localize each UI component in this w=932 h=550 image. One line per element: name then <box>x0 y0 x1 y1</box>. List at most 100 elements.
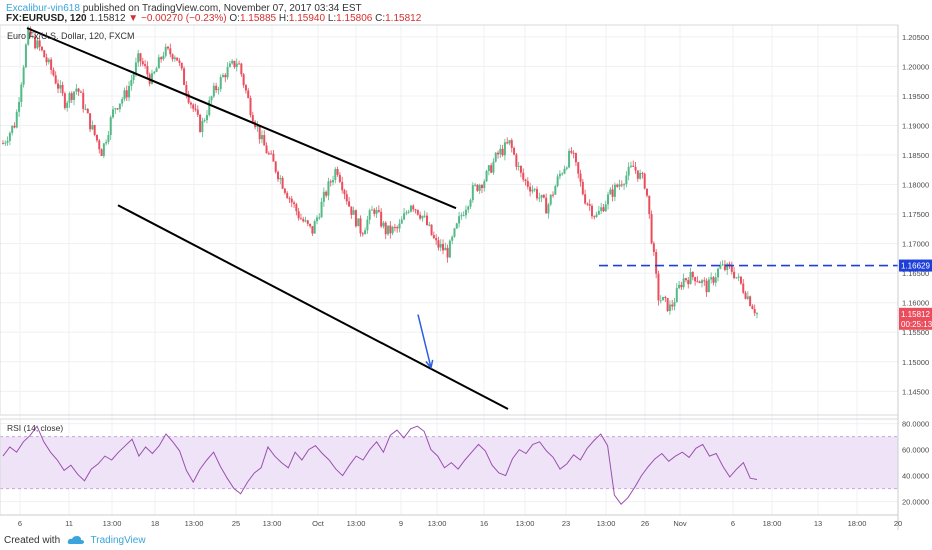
candle-body <box>483 181 486 189</box>
candle-body <box>219 77 222 90</box>
candle-body <box>455 223 458 229</box>
symbol-label: FX:EURUSD, 120 <box>6 13 87 24</box>
projection-arrow[interactable] <box>417 314 434 370</box>
candle-body <box>671 304 674 307</box>
candle-body <box>45 57 48 63</box>
candle-body <box>668 304 671 312</box>
candle-body <box>593 216 596 218</box>
candle-body <box>462 215 465 217</box>
candle-body <box>47 59 50 63</box>
candle-body <box>302 219 305 222</box>
candle-body <box>95 134 98 141</box>
candle-body <box>744 292 747 299</box>
candle-body <box>597 210 600 215</box>
candle-body <box>437 240 440 248</box>
time-tick-label: 6 <box>18 519 22 528</box>
level-badge-box <box>899 259 932 272</box>
candle-body <box>428 224 431 226</box>
candle-body <box>322 191 325 202</box>
candle-body <box>648 195 651 215</box>
last-price-badge: 1.15812 00:25:13 <box>899 307 932 330</box>
candle-body <box>517 165 520 167</box>
candle-body <box>40 46 43 51</box>
candle-body <box>29 28 32 37</box>
candle-body <box>244 85 247 91</box>
candle-body <box>432 235 435 239</box>
candle-body <box>545 197 548 214</box>
candle-body <box>338 174 341 182</box>
candle-body <box>150 73 153 84</box>
candle-body <box>334 169 337 181</box>
candle-body <box>574 153 577 163</box>
candle-body <box>377 210 380 212</box>
price-tick-label: 1.19000 <box>902 121 929 130</box>
candle-body <box>531 189 534 192</box>
candle-body <box>277 171 280 180</box>
candle-body <box>176 57 179 61</box>
candle-body <box>616 184 619 187</box>
candle-body <box>84 108 87 110</box>
candle-body <box>657 273 660 301</box>
price-tick-label: 1.20500 <box>902 33 929 42</box>
candle-body <box>249 98 252 116</box>
candle-body <box>153 71 156 74</box>
candle-body <box>178 60 181 63</box>
candle-body <box>231 60 234 64</box>
ohlc-key: C: <box>372 13 386 24</box>
candle-body <box>52 69 55 76</box>
price-axis-ticks: 1.20500 1.20000 1.19500 1.19000 1.18500 1.180… <box>902 33 929 396</box>
tradingview-cloud-icon <box>67 536 84 545</box>
author-link[interactable]: Excalibur-vin618 <box>6 3 80 14</box>
candle-body <box>751 305 754 310</box>
candle-body <box>288 198 291 200</box>
candle-body <box>421 215 424 219</box>
candle-body <box>86 108 89 114</box>
candle-body <box>286 192 289 199</box>
candle-body <box>274 161 277 172</box>
candle-body <box>258 126 261 140</box>
candle-body <box>38 40 41 47</box>
candle-body <box>368 210 371 220</box>
tradingview-link[interactable]: TradingView <box>90 535 146 546</box>
price-tick-label: 1.16000 <box>902 299 929 308</box>
level-badge-value: 1.16629 <box>901 262 930 271</box>
projection-arrow-head <box>425 359 434 370</box>
candle-body <box>93 125 96 135</box>
candle-body <box>673 302 676 307</box>
candle-body <box>389 225 392 234</box>
candle-body <box>407 211 410 213</box>
candle-body <box>384 222 387 235</box>
candle-body <box>315 217 318 222</box>
candle-body <box>499 148 502 155</box>
candle-body <box>403 213 406 220</box>
price-pane-border <box>0 24 899 416</box>
rsi-label: RSI (14, close) <box>7 423 63 433</box>
price-tick-label: 1.18000 <box>902 181 929 190</box>
candle-body <box>556 176 559 187</box>
price-tick-label: 1.19500 <box>902 92 929 101</box>
rsi-axis-ticks: 80.0000 60.0000 40.0000 20.0000 <box>902 420 929 507</box>
candle-body <box>2 143 4 145</box>
candle-body <box>240 63 243 75</box>
candle-body <box>478 185 481 191</box>
candle-body <box>476 184 479 191</box>
time-tick-label: 11 <box>65 519 73 528</box>
candle-body <box>137 53 140 63</box>
candle-body <box>577 162 580 174</box>
candle-body <box>485 170 488 182</box>
candle-body <box>694 277 697 282</box>
candle-body <box>471 185 474 201</box>
candle-body <box>109 117 112 136</box>
candle-body <box>666 298 669 312</box>
candle-body <box>63 93 66 108</box>
candle-body <box>141 61 144 65</box>
candle-body <box>102 143 105 156</box>
candle-body <box>742 283 745 293</box>
candle-body <box>297 211 300 219</box>
candle-body <box>366 219 369 231</box>
candle-body <box>68 93 71 103</box>
candle-body <box>469 200 472 207</box>
candle-body <box>396 227 399 229</box>
candle-body <box>756 313 758 315</box>
